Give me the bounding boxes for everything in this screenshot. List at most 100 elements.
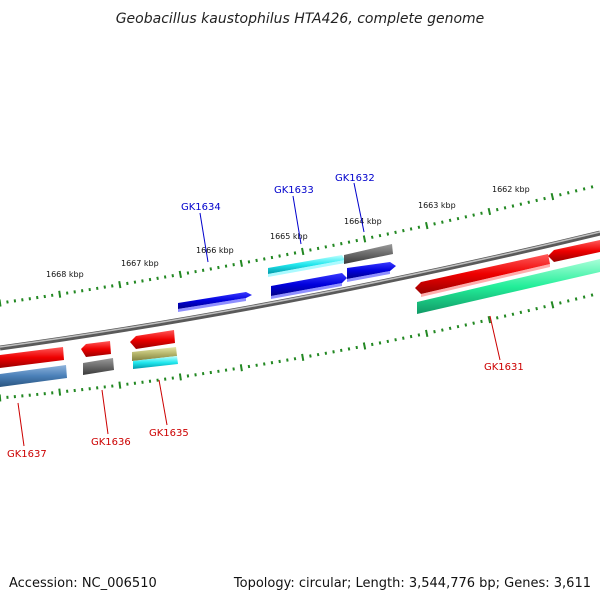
gene-label-gk1634[interactable]: GK1634 [181, 202, 221, 213]
gene-label-gk1632[interactable]: GK1632 [335, 173, 375, 184]
leader-gk1637 [17, 402, 25, 447]
upper-scale-minor-tick [527, 200, 531, 204]
gene-gk1632-gray-arrow[interactable] [344, 244, 393, 264]
gene-gk1631-green-arrow[interactable] [417, 259, 600, 314]
upper-scale-minor-tick [263, 257, 266, 261]
upper-scale-major-tick [58, 290, 62, 298]
kbp-label-1663: 1663 kbp [418, 201, 456, 210]
lower-scale-minor-tick [590, 293, 594, 297]
lower-scale-minor-tick [456, 324, 460, 329]
kbp-label-1665: 1665 kbp [270, 232, 308, 241]
gene-label-gk1631[interactable]: GK1631 [484, 362, 524, 373]
gene-label-gk1633[interactable]: GK1633 [274, 185, 314, 196]
gene-gk1636-red-arrow[interactable] [81, 341, 111, 357]
upper-scale-major-tick [178, 270, 182, 278]
gene-label-gk1637[interactable]: GK1637 [7, 449, 47, 460]
upper-scale-minor-tick [574, 189, 578, 193]
upper-scale-minor-tick [156, 276, 159, 280]
upper-scale-minor-tick [103, 285, 106, 289]
lower-scale-major-tick [239, 364, 243, 372]
lower-scale-minor-tick [340, 348, 343, 352]
lower-scale-major-tick [301, 353, 305, 361]
genome-summary-text: Topology: circular; Length: 3,544,776 bp… [233, 576, 591, 591]
lower-scale-minor-tick [309, 354, 312, 358]
upper-scale-major-tick [239, 259, 243, 267]
lower-scale-minor-tick [519, 310, 523, 315]
upper-scale-minor-tick [324, 245, 328, 249]
upper-scale-minor-tick [141, 279, 144, 283]
lower-scale-minor-tick [448, 326, 452, 331]
gene-gk1637-steel-arrow[interactable] [0, 365, 67, 387]
upper-scale-major-tick [425, 221, 429, 230]
gene-gk1631-red-arrow-right[interactable] [548, 240, 600, 262]
lower-scale-minor-tick [402, 336, 405, 340]
upper-scale-minor-tick [96, 286, 99, 290]
upper-scale-minor-tick [480, 211, 483, 215]
lower-scale-minor-tick [232, 367, 235, 371]
lower-scale-minor-tick [332, 350, 335, 354]
upper-scale-minor-tick [293, 251, 297, 255]
kbp-label-1662: 1662 kbp [492, 185, 530, 194]
kbp-label-1667: 1667 kbp [121, 259, 159, 268]
upper-scale-minor-tick [194, 270, 197, 274]
lower-scale-minor-tick [263, 362, 266, 366]
upper-scale-minor-tick [111, 284, 114, 288]
upper-scale-minor-tick [309, 248, 312, 252]
lower-scale-minor-tick [559, 301, 562, 305]
lower-scale-major-tick [362, 342, 367, 350]
gene-gk1633-arrow[interactable] [271, 273, 347, 299]
leader-gk1633 [292, 195, 302, 245]
gene-gk1635-cyan-arrow[interactable] [133, 356, 178, 369]
gene-gk1635-red-arrow[interactable] [130, 330, 175, 349]
leader-gk1634 [199, 212, 209, 263]
lower-scale-minor-tick [566, 299, 570, 303]
gene-gk1636-gray-arrow[interactable] [83, 358, 114, 375]
upper-scale-minor-tick [201, 268, 205, 272]
upper-scale-minor-tick [433, 222, 436, 226]
upper-scale-minor-tick [332, 243, 335, 247]
gene-gk1631-red-arrow-left[interactable] [415, 254, 550, 297]
gene-gk1637-red-arrow[interactable] [0, 347, 64, 368]
genome-backbone-highlight [0, 231, 600, 348]
gene-gk1635-olive-arrow[interactable] [132, 347, 177, 361]
upper-scale-minor-tick [6, 300, 9, 304]
upper-scale-minor-tick [559, 193, 562, 197]
lower-scale-minor-tick [503, 314, 507, 318]
upper-scale-minor-tick [209, 267, 213, 271]
upper-scale-minor-tick [286, 252, 289, 257]
lower-scale-minor-tick [293, 357, 297, 361]
lower-scale-minor-tick [247, 364, 251, 369]
upper-scale-minor-tick [133, 280, 137, 284]
upper-scale-minor-tick [535, 198, 538, 203]
accession-text: Accession: NC_006510 [9, 576, 157, 591]
lower-scale-major-tick [487, 315, 492, 324]
lower-scale-minor-tick [441, 328, 444, 332]
gene-label-gk1635[interactable]: GK1635 [149, 428, 189, 439]
upper-scale-minor-tick [355, 238, 359, 243]
lower-scale-minor-tick [347, 347, 351, 351]
kbp-label-1668: 1668 kbp [46, 270, 84, 279]
genome-backbone [0, 230, 600, 351]
lower-scale-minor-tick [316, 352, 320, 357]
upper-scale-minor-tick [43, 294, 46, 299]
gene-label-gk1636[interactable]: GK1636 [91, 437, 131, 448]
upper-scale-minor-tick [232, 263, 235, 267]
upper-scale-minor-tick [163, 275, 167, 279]
upper-scale-major-tick [487, 207, 492, 216]
lower-scale-minor-tick [255, 363, 258, 367]
upper-scale-major-tick [118, 281, 122, 289]
upper-scale-track [0, 185, 594, 307]
gene-gk1634-arrow[interactable] [178, 292, 252, 312]
upper-scale-minor-tick [126, 281, 129, 286]
gene-gk1633-cyan-arrow[interactable] [268, 255, 345, 277]
upper-scale-minor-tick [316, 246, 320, 251]
gene-gk1632-arrow[interactable] [347, 262, 396, 282]
upper-scale-minor-tick [186, 271, 190, 275]
kbp-label-1664: 1664 kbp [344, 217, 382, 226]
upper-scale-minor-tick [224, 264, 228, 268]
lower-scale-minor-tick [433, 330, 436, 334]
lower-scale-minor-tick [201, 372, 205, 376]
lower-scale-minor-tick [394, 338, 397, 342]
lower-scale-minor-tick [186, 374, 190, 378]
